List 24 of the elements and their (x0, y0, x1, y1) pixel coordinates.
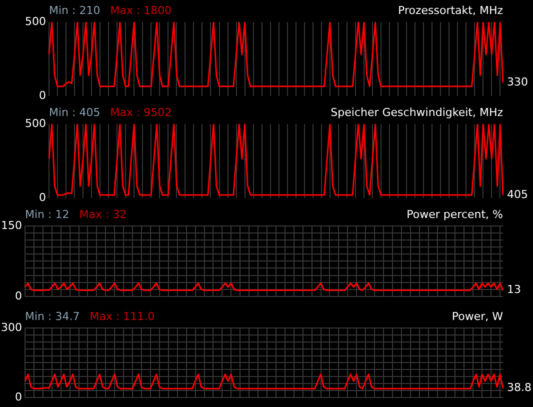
text: 405 (507, 188, 528, 201)
text: Min : 405 (49, 106, 100, 119)
text: Max : 9502 (110, 106, 172, 119)
chart-title: Prozessortakt, MHz (398, 4, 504, 17)
chart-title: Power, W (452, 310, 504, 323)
text: Min : 34.7 (25, 310, 80, 323)
y-tick-label: 0 (15, 289, 22, 302)
text: 500 (25, 14, 46, 28)
text: 330 (507, 76, 528, 89)
text: 38.8 (507, 381, 532, 394)
text: 0 (39, 88, 46, 102)
text: 13 (507, 283, 521, 296)
text: Max : 1800 (110, 4, 172, 17)
text: Max : 111.0 (90, 310, 155, 323)
text: 0 (39, 190, 46, 204)
y-tick-label: 300 (1, 320, 22, 334)
text: 500 (25, 116, 46, 130)
chart-title: Power percent, % (406, 208, 503, 221)
text: Max : 32 (79, 208, 127, 221)
text: Min : 210 (49, 4, 100, 17)
chart-title: Speicher Geschwindigkeit, MHz (330, 106, 504, 119)
text: Min : 12 (25, 208, 70, 221)
y-tick-label: 150 (1, 218, 22, 232)
y-tick-label: 0 (15, 390, 22, 404)
